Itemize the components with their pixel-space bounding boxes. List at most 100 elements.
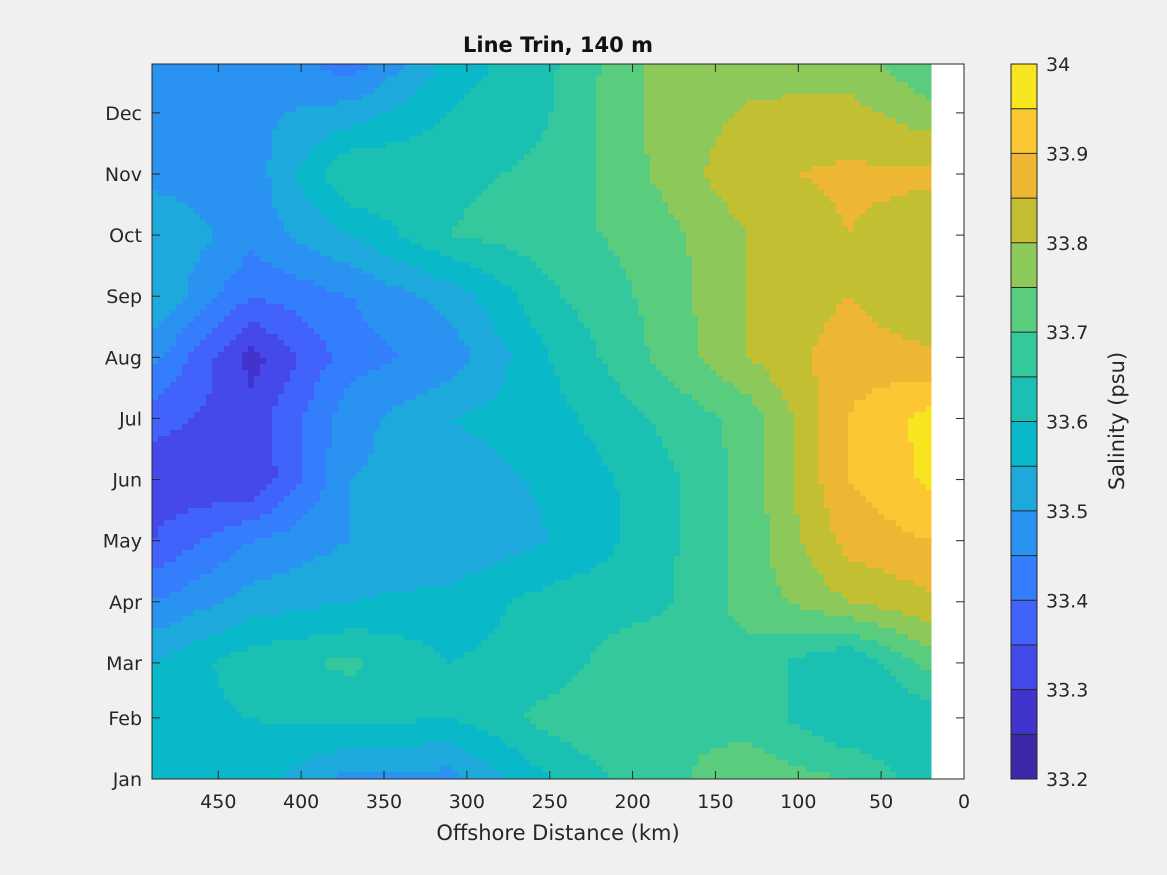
contour-cell — [332, 70, 357, 77]
contour-cell — [806, 766, 891, 773]
contour-cell — [254, 346, 291, 353]
contour-cell — [770, 544, 807, 551]
contour-cell — [746, 310, 837, 317]
contour-cell — [596, 190, 663, 197]
contour-cell — [152, 508, 189, 515]
contour-cell — [266, 298, 357, 305]
contour-cell — [434, 70, 489, 77]
contour-cell — [824, 484, 855, 491]
contour-cell — [746, 352, 813, 359]
contour-cell — [326, 478, 351, 485]
contour-cell — [578, 418, 651, 425]
y-tick-label: Aug — [105, 347, 142, 369]
contour-cell — [152, 106, 297, 113]
contour-cell — [800, 526, 831, 533]
contour-cell — [272, 148, 309, 155]
contour-cell — [224, 628, 345, 635]
contour-cell — [206, 220, 285, 227]
contour-cell — [488, 184, 597, 191]
contour-cell — [692, 280, 747, 287]
contour-cell — [386, 412, 465, 419]
contour-cell — [728, 472, 765, 479]
contour-cell — [548, 694, 789, 701]
contour-cell — [728, 568, 777, 575]
contour-cell — [152, 118, 279, 125]
contour-cell — [152, 466, 279, 473]
contour-cell — [566, 394, 627, 401]
contour-cell — [422, 130, 543, 137]
contour-cell — [224, 286, 327, 293]
contour-cell — [464, 208, 597, 215]
contour-cell — [596, 442, 663, 449]
contour-cell — [494, 178, 597, 185]
contour-cell — [356, 298, 429, 305]
contour-cell — [722, 418, 765, 425]
colorbar-label: Salinity (psu) — [1105, 352, 1129, 490]
contour-cell — [200, 406, 273, 413]
contour-cell — [800, 514, 831, 521]
contour-cell — [554, 280, 633, 287]
contour-cell — [272, 178, 297, 185]
contour-cell — [494, 322, 531, 329]
contour-cell — [728, 598, 789, 605]
contour-cell — [212, 532, 273, 539]
contour-cell — [230, 310, 297, 317]
contour-cell — [818, 418, 849, 425]
contour-cell — [182, 424, 273, 431]
contour-cell — [698, 760, 789, 767]
contour-cell — [728, 118, 897, 125]
contour-cell — [530, 760, 597, 767]
contour-cell — [350, 490, 531, 497]
contour-cell — [356, 472, 519, 479]
contour-cell — [788, 658, 879, 665]
contour-cell — [620, 532, 681, 539]
contour-cell — [614, 250, 687, 257]
contour-cell — [260, 352, 297, 359]
contour-cell — [632, 400, 699, 407]
contour-cell — [356, 376, 453, 383]
contour-cell — [188, 322, 219, 329]
contour-cell — [524, 304, 573, 311]
contour-cell — [800, 520, 831, 527]
contour-cell — [236, 622, 501, 629]
contour-cell — [788, 694, 921, 701]
contour-cell — [272, 574, 465, 581]
contour-cell — [236, 550, 333, 557]
contour-cell — [776, 754, 873, 761]
contour-cell — [554, 370, 609, 377]
contour-cell — [194, 412, 273, 419]
contour-cell — [158, 322, 189, 329]
contour-cell — [746, 298, 843, 305]
contour-cell — [794, 502, 825, 509]
contour-cell — [182, 616, 249, 623]
contour-cell — [152, 766, 291, 773]
contour-cell — [206, 244, 309, 251]
contour-cell — [812, 370, 932, 377]
contour-cell — [152, 592, 171, 599]
contour-cell — [812, 556, 849, 563]
contour-cell — [152, 364, 183, 371]
contour-cell — [776, 580, 825, 587]
contour-cell — [716, 142, 932, 149]
contour-cell — [266, 358, 297, 365]
contour-cell — [188, 352, 219, 359]
contour-cell — [152, 550, 183, 557]
contour-cell — [152, 202, 189, 209]
contour-cell — [578, 412, 645, 419]
contour-cell — [782, 586, 831, 593]
contour-cell — [692, 304, 747, 311]
contour-cell — [596, 94, 645, 101]
contour-cell — [350, 202, 471, 209]
contour-cell — [212, 232, 291, 239]
contour-cell — [164, 316, 195, 323]
contour-cell — [302, 160, 333, 167]
contour-cell — [392, 358, 471, 365]
contour-cell — [404, 100, 459, 107]
contour-cell — [302, 412, 333, 419]
contour-cell — [902, 682, 932, 689]
contour-cell — [854, 226, 932, 233]
contour-cell — [818, 388, 873, 395]
contour-cell — [182, 370, 213, 377]
contour-cell — [272, 424, 303, 431]
contour-cell — [620, 502, 681, 509]
